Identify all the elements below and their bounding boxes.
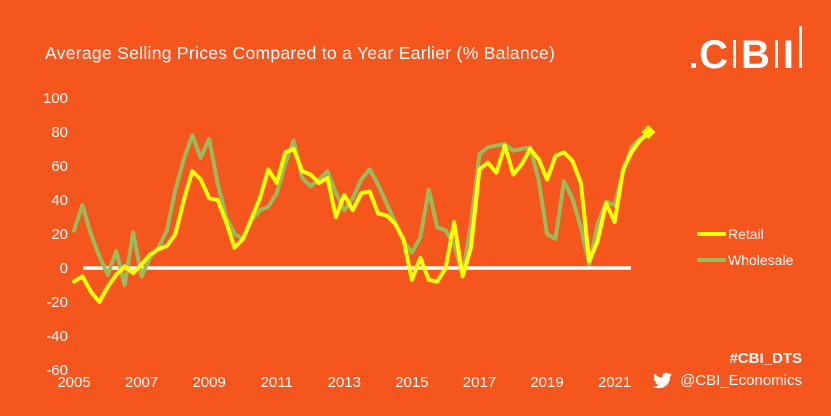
x-tick-label: 2019 (530, 374, 563, 391)
x-tick-label: 2013 (328, 374, 361, 391)
retail-line-swatch (697, 232, 726, 236)
y-tick-label: -40 (46, 328, 68, 345)
legend-item-retail: Retail (697, 221, 793, 247)
chart-legend: Retail Wholesale (697, 221, 793, 273)
legend-label-retail: Retail (728, 226, 764, 242)
wholesale-line (72, 133, 651, 287)
hashtag-label: #CBI_DTS (729, 350, 802, 367)
logo-separator-bar (774, 40, 778, 68)
legend-item-wholesale: Wholesale (697, 247, 793, 273)
x-tick-label: 2005 (57, 374, 90, 391)
logo-letter-i: I (782, 33, 794, 77)
y-tick-label: 60 (51, 158, 68, 175)
logo-letter-c: C (699, 33, 728, 77)
x-tick-label: 2015 (395, 374, 428, 391)
x-tick-label: 2009 (192, 374, 225, 391)
y-tick-label: 40 (51, 192, 68, 209)
y-tick-label: -60 (46, 362, 68, 379)
wholesale-line-swatch (697, 258, 726, 262)
logo-letter-b: B (740, 33, 770, 77)
y-tick-label: -20 (46, 294, 68, 311)
y-tick-label: 80 (51, 124, 68, 141)
logo-end-bar (799, 26, 802, 68)
x-tick-label: 2007 (125, 374, 158, 391)
x-tick-label: 2017 (463, 374, 496, 391)
y-tick-label: 0 (60, 260, 68, 277)
latest-point-marker (641, 125, 656, 139)
logo-dot (691, 63, 697, 68)
twitter-icon (653, 372, 673, 389)
chart-title: Average Selling Prices Compared to a Yea… (45, 43, 556, 63)
twitter-handle: @CBI_Economics (680, 372, 802, 389)
y-tick-label: 20 (51, 226, 68, 243)
logo-separator-bar (732, 40, 736, 68)
retail-line (72, 130, 651, 304)
twitter-row: @CBI_Economics (651, 371, 802, 390)
x-tick-label: 2011 (261, 374, 293, 391)
x-tick-label: 2021 (598, 374, 631, 391)
legend-label-wholesale: Wholesale (728, 252, 794, 268)
y-tick-label: 100 (43, 90, 68, 107)
